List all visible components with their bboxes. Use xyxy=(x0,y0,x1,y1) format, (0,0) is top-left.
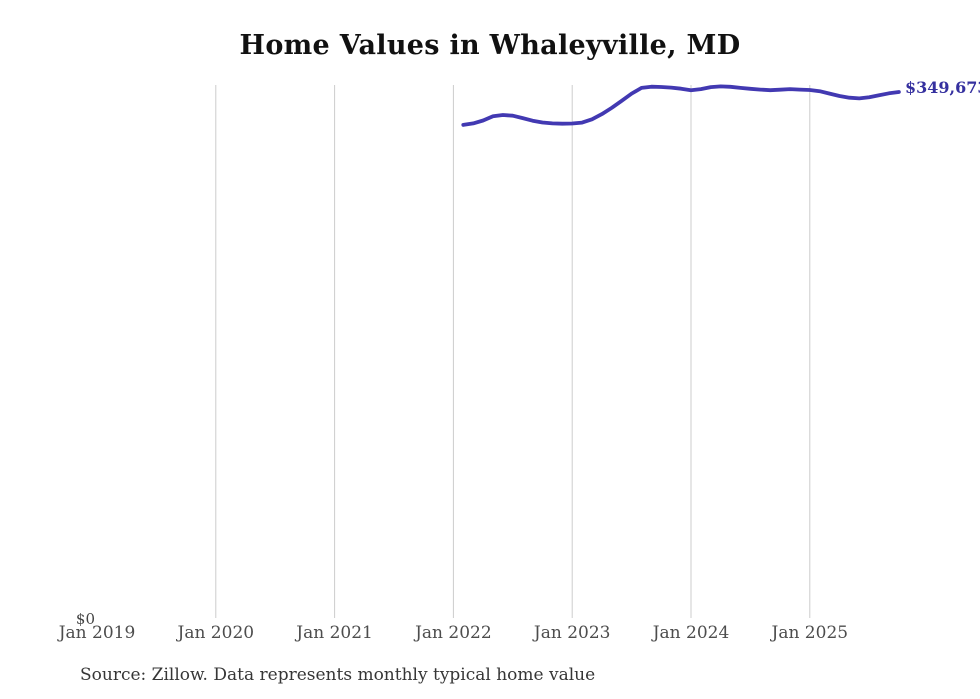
latest-value-label: $349,673 xyxy=(905,78,980,97)
x-axis-tick-label: Jan 2020 xyxy=(177,623,255,643)
x-axis-tick-label: Jan 2023 xyxy=(533,623,611,643)
y-axis-zero-label: $0 xyxy=(75,610,95,628)
x-axis-tick-label: Jan 2024 xyxy=(652,623,730,643)
x-axis-tick-label: Jan 2025 xyxy=(771,623,849,643)
x-axis-tick-label: Jan 2022 xyxy=(415,623,492,643)
x-axis-tick-label: Jan 2021 xyxy=(296,623,373,643)
chart-title: Home Values in Whaleyville, MD xyxy=(239,30,741,61)
x-axis-tick-label: Jan 2019 xyxy=(58,623,136,643)
source-note: Source: Zillow. Data represents monthly … xyxy=(80,665,596,685)
home-value-line xyxy=(461,84,901,127)
